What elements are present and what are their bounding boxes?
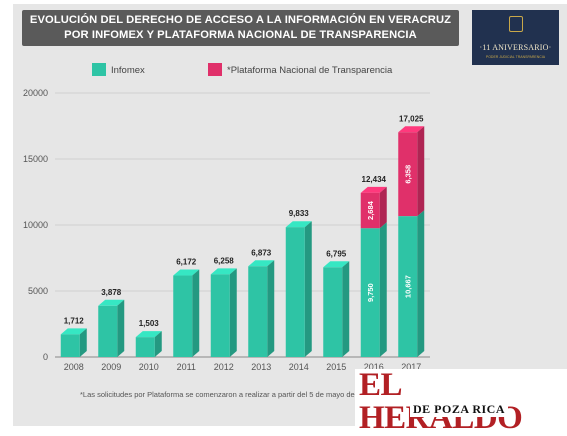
brand-subtitle: DE POZA RICA — [410, 402, 509, 417]
bar-infomex — [285, 227, 305, 357]
inner-label-plataforma: 6,358 — [404, 165, 413, 184]
data-label: 1,503 — [139, 319, 160, 328]
data-label: 6,795 — [326, 249, 347, 258]
bar-infomex-side — [267, 260, 275, 357]
x-tick-label: 2013 — [251, 362, 271, 372]
inner-label-plataforma: 2,684 — [366, 200, 375, 220]
bar-infomex-top — [173, 269, 200, 276]
bar-plataforma-top — [398, 126, 425, 133]
x-tick-label: 2015 — [326, 362, 346, 372]
bar-infomex — [60, 334, 80, 357]
x-tick-label: 2017 — [401, 362, 421, 372]
bar-infomex — [323, 267, 343, 357]
inner-label-infomex: 10,667 — [404, 275, 413, 298]
bar-infomex-top — [210, 268, 237, 275]
data-label: 17,025 — [399, 114, 424, 123]
bar-infomex — [398, 216, 418, 357]
anniversary-badge: ·11 ANIVERSARIO· PODER JUDICIAL TRANSPAR… — [472, 10, 559, 65]
legend-swatch — [208, 63, 222, 76]
footnote: *Las solicitudes por Plataforma se comen… — [80, 390, 374, 399]
chart-title: EVOLUCIÓN DEL DERECHO DE ACCESO A LA INF… — [22, 13, 459, 43]
legend-label: *Plataforma Nacional de Transparencia — [227, 65, 393, 76]
bar-infomex — [98, 305, 118, 357]
badge-subtext: PODER JUDICIAL TRANSPARENCIA — [485, 55, 546, 59]
x-tick-label: 2011 — [177, 362, 196, 372]
bar-infomex-top — [135, 331, 162, 338]
badge-text: ·11 ANIVERSARIO· — [479, 43, 552, 52]
title-banner: EVOLUCIÓN DEL DERECHO DE ACCESO A LA INF… — [22, 10, 459, 46]
bar-plataforma-top — [360, 186, 387, 193]
legend-label: Infomex — [111, 65, 145, 76]
x-tick-label: 2010 — [139, 362, 159, 372]
data-label: 9,833 — [289, 209, 310, 218]
bar-infomex-side — [192, 269, 200, 357]
seal-icon — [509, 16, 523, 32]
x-tick-label: 2014 — [289, 362, 309, 372]
legend-swatch — [92, 63, 106, 76]
bar-infomex-top — [98, 299, 125, 306]
data-label: 3,878 — [101, 288, 122, 297]
y-tick-label: 5000 — [28, 286, 48, 296]
bar-infomex — [173, 275, 193, 357]
bar-infomex — [248, 266, 268, 357]
bar-infomex — [210, 274, 230, 357]
y-tick-label: 15000 — [23, 154, 48, 164]
data-label: 6,172 — [176, 258, 197, 267]
bar-infomex-side — [154, 331, 162, 357]
x-tick-label: 2009 — [101, 362, 121, 372]
bar-plataforma-side — [379, 186, 387, 229]
bar-infomex-top — [323, 261, 350, 268]
bar-plataforma-side — [417, 126, 425, 217]
data-label: 12,434 — [362, 175, 387, 184]
y-tick-label: 0 — [43, 352, 48, 362]
bar-infomex-top — [60, 328, 87, 335]
title-line-1: EVOLUCIÓN DEL DERECHO DE ACCESO A LA INF… — [29, 14, 452, 26]
y-tick-label: 10000 — [23, 220, 48, 230]
bar-infomex-top — [285, 221, 312, 228]
infographic: EVOLUCIÓN DEL DERECHO DE ACCESO A LA INF… — [13, 4, 567, 435]
inner-label-infomex: 9,750 — [366, 283, 375, 302]
bar-infomex — [360, 228, 380, 357]
bar-infomex-side — [229, 268, 237, 357]
title-line-2: POR INFOMEX Y PLATAFORMA NACIONAL DE TRA… — [64, 29, 417, 41]
data-label: 6,258 — [214, 256, 235, 265]
bar-infomex-side — [117, 299, 125, 357]
bar-infomex-side — [304, 221, 312, 357]
stacked-bar-chart: 0 5000 10000 15000 20000 Infomex *Plataforma N… — [23, 63, 430, 372]
bar-infomex — [135, 337, 155, 357]
bar-infomex-side — [79, 328, 87, 357]
x-tick-label: 2016 — [364, 362, 384, 372]
x-tick-label: 2008 — [64, 362, 84, 372]
bar-infomex-top — [248, 260, 275, 267]
data-label: 1,712 — [64, 316, 85, 325]
bar-infomex-side — [417, 210, 425, 357]
bar-infomex-side — [342, 261, 350, 357]
y-tick-label: 20000 — [23, 88, 48, 98]
bar-plataforma — [360, 192, 380, 229]
x-tick-label: 2012 — [214, 362, 234, 372]
data-label: 6,873 — [251, 248, 272, 257]
bar-infomex-side — [379, 222, 387, 357]
bar-plataforma — [398, 132, 418, 217]
